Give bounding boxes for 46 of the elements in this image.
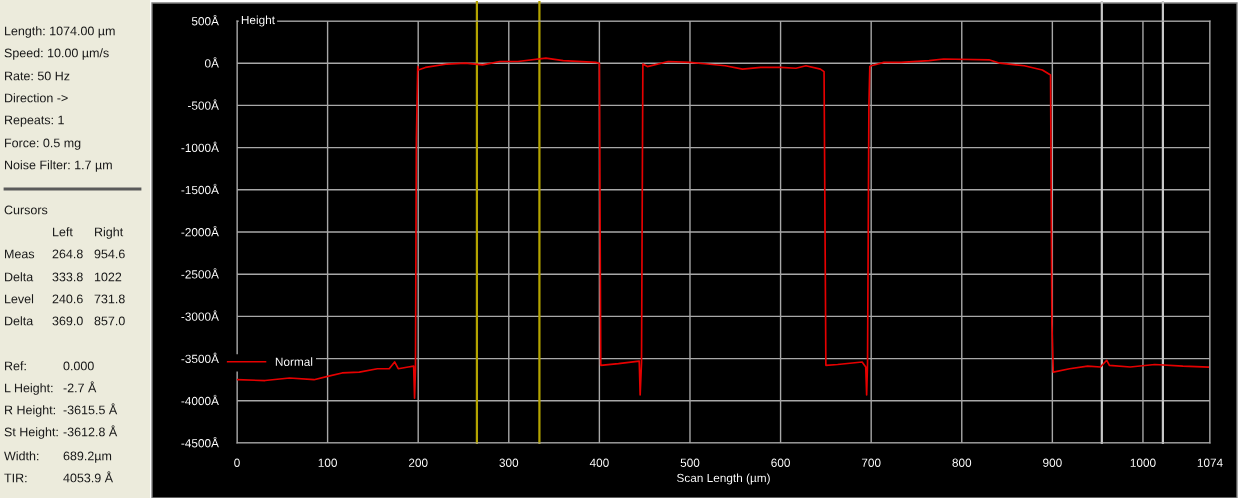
x-tick-label: 300 [499,458,519,467]
text: Level 240.6 731.8 [5,294,125,304]
text: Speed: 10.00 µm/s [4,48,109,60]
x-tick-label: 700 [861,458,881,467]
text: Cursors [4,205,48,215]
text: Rate: 50 Hz [5,71,70,81]
y-tick-label: -3000Å [181,310,219,321]
text: Meas 264.8 954.6 [5,249,125,259]
y-axis-title: Height [241,15,275,27]
text: Length: 1074.00 µm [5,26,115,38]
text: St Height: -3612.8 Å [4,425,118,439]
x-tick-label: 400 [589,458,609,467]
y-tick-label: -1500Å [181,183,219,195]
y-tick-label: -2000Å [181,225,219,237]
x-tick-label: 1000 [1130,458,1156,467]
text: Width: 689.2µm [4,451,112,463]
x-tick-label: 900 [1043,458,1062,467]
text: Left Right [53,227,124,239]
x-tick-label: 100 [318,458,337,467]
y-tick-label: -2500Å [181,268,219,279]
y-tick-label: 0Å [204,57,219,68]
x-tick-label: 800 [952,458,972,467]
text: Ref: 0.000 [5,361,94,371]
text: R Height: -3615.5 Å [5,403,118,417]
text: Delta 333.8 1022 [5,272,122,282]
legend-label: Normal [275,357,313,366]
y-tick-label: -4500Å [181,436,219,448]
text: Noise Filter: 1.7 µm [5,160,112,172]
text: Delta 369.0 857.0 [5,316,125,326]
y-tick-label: -500Å [187,99,219,110]
x-tick-label: 500 [680,458,700,467]
x-tick-label: 0 [234,458,240,467]
x-axis-title: Scan Length (µm) [677,473,770,485]
y-tick-label: -3500Å [181,352,219,363]
text: Direction -> [5,93,68,103]
text: L Height: -2.7 Å [5,381,97,395]
x-tick-label: 600 [771,458,790,467]
y-tick-label: -4000Å [181,394,219,406]
y-tick-label: -1000Å [181,141,219,152]
x-tick-label: 200 [408,458,428,467]
text: TIR: 4053.9 Å [4,471,114,483]
text: Force: 0.5 mg [5,138,81,150]
line-series [237,57,1210,400]
x-tick-label: 1074 [1197,458,1223,467]
y-tick-label: 500Å [191,14,219,26]
text: Repeats: 1 [5,115,64,127]
